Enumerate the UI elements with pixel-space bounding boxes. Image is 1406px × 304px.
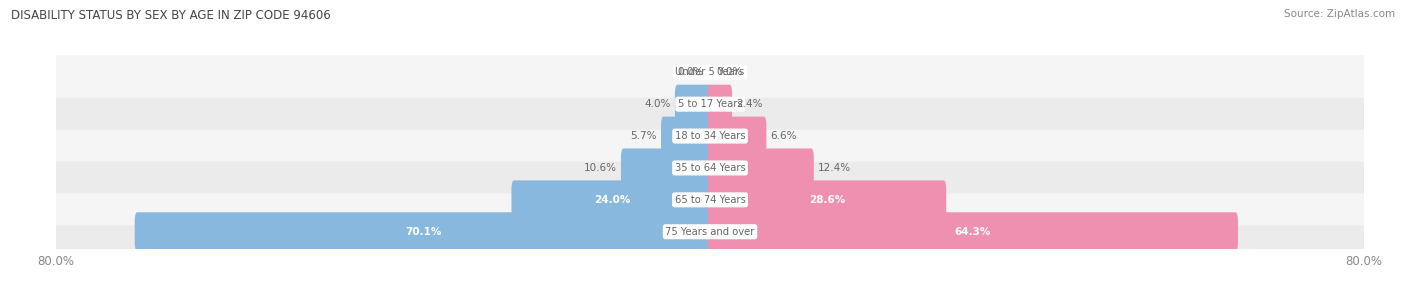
Text: 75 Years and over: 75 Years and over	[665, 227, 755, 237]
Text: 64.3%: 64.3%	[955, 227, 991, 237]
FancyBboxPatch shape	[661, 117, 713, 156]
FancyBboxPatch shape	[53, 143, 1367, 193]
FancyBboxPatch shape	[53, 206, 1367, 257]
Text: 4.0%: 4.0%	[644, 99, 671, 109]
FancyBboxPatch shape	[707, 212, 1237, 251]
Text: Source: ZipAtlas.com: Source: ZipAtlas.com	[1284, 9, 1395, 19]
FancyBboxPatch shape	[53, 79, 1367, 130]
FancyBboxPatch shape	[707, 148, 814, 187]
Text: 35 to 64 Years: 35 to 64 Years	[675, 163, 745, 173]
Text: 18 to 34 Years: 18 to 34 Years	[675, 131, 745, 141]
Text: 6.6%: 6.6%	[770, 131, 797, 141]
Text: 0.0%: 0.0%	[678, 67, 703, 77]
Text: 12.4%: 12.4%	[818, 163, 851, 173]
Text: 0.0%: 0.0%	[717, 67, 742, 77]
Text: 70.1%: 70.1%	[405, 227, 441, 237]
FancyBboxPatch shape	[675, 85, 713, 124]
Text: DISABILITY STATUS BY SEX BY AGE IN ZIP CODE 94606: DISABILITY STATUS BY SEX BY AGE IN ZIP C…	[11, 9, 330, 22]
FancyBboxPatch shape	[707, 85, 733, 124]
Text: 5 to 17 Years: 5 to 17 Years	[678, 99, 742, 109]
FancyBboxPatch shape	[707, 117, 766, 156]
Text: 5.7%: 5.7%	[630, 131, 657, 141]
Text: Under 5 Years: Under 5 Years	[675, 67, 745, 77]
Text: 28.6%: 28.6%	[808, 195, 845, 205]
Text: 65 to 74 Years: 65 to 74 Years	[675, 195, 745, 205]
Text: 10.6%: 10.6%	[583, 163, 617, 173]
FancyBboxPatch shape	[707, 180, 946, 219]
FancyBboxPatch shape	[512, 180, 713, 219]
Text: 2.4%: 2.4%	[737, 99, 762, 109]
FancyBboxPatch shape	[53, 174, 1367, 225]
FancyBboxPatch shape	[621, 148, 713, 187]
FancyBboxPatch shape	[135, 212, 713, 251]
FancyBboxPatch shape	[53, 111, 1367, 161]
FancyBboxPatch shape	[53, 47, 1367, 98]
Text: 24.0%: 24.0%	[593, 195, 630, 205]
